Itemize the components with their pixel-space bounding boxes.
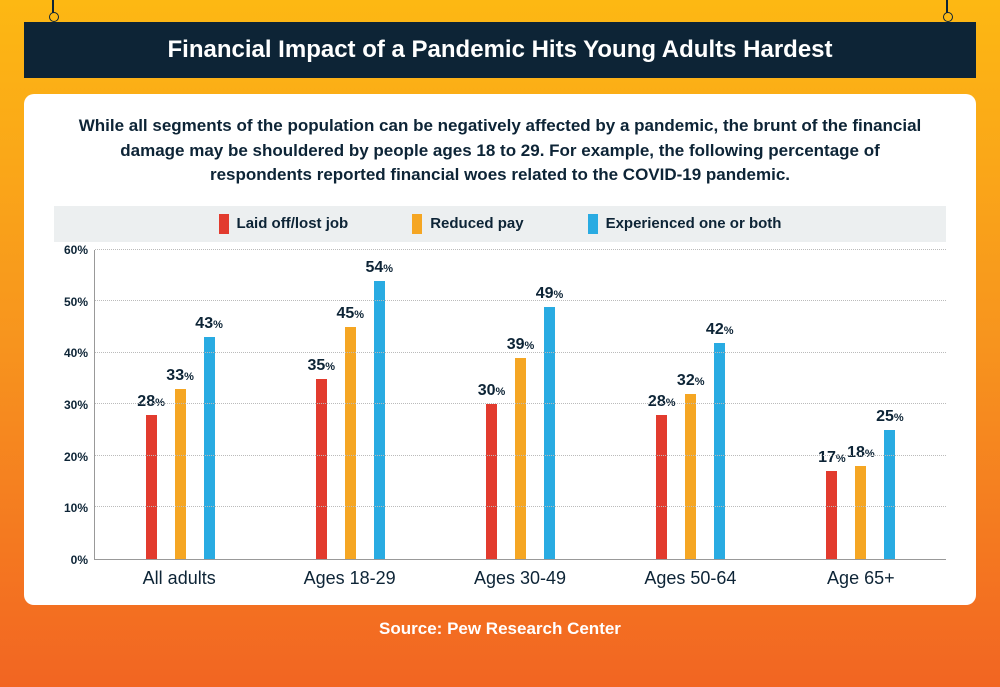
bar-group: 35% 45% 54% bbox=[265, 250, 435, 559]
bar: 28% bbox=[656, 415, 667, 559]
bar: 43% bbox=[204, 337, 215, 558]
bar-value-label: 33% bbox=[166, 367, 194, 385]
bar-value-label: 43% bbox=[195, 315, 223, 333]
x-axis-labels: All adultsAges 18-29Ages 30-49Ages 50-64… bbox=[94, 560, 946, 589]
legend-swatch bbox=[412, 214, 422, 234]
legend-swatch bbox=[588, 214, 598, 234]
hangers bbox=[0, 0, 1000, 22]
source-text: Source: Pew Research Center bbox=[24, 619, 976, 639]
bar: 39% bbox=[515, 358, 526, 559]
hanger-left bbox=[52, 0, 54, 18]
bar-value-label: 30% bbox=[478, 382, 506, 400]
bar-value-label: 42% bbox=[706, 321, 734, 339]
bar: 49% bbox=[544, 307, 555, 559]
legend: Laid off/lost job Reduced pay Experienced … bbox=[54, 206, 946, 242]
plot-area: 28%33%43%35%45%54%30%39%49%28%32%42%17%1… bbox=[94, 250, 946, 560]
bar-value-label: 28% bbox=[137, 393, 165, 411]
y-tick: 10% bbox=[64, 501, 88, 515]
grid-line bbox=[95, 249, 946, 250]
subtitle-text: While all segments of the population can… bbox=[70, 114, 930, 188]
grid-line bbox=[95, 455, 946, 456]
x-label: Ages 18-29 bbox=[264, 560, 434, 589]
title-text: Financial Impact of a Pandemic Hits Youn… bbox=[167, 36, 832, 63]
bar: 30% bbox=[486, 404, 497, 559]
bar-value-label: 28% bbox=[648, 393, 676, 411]
x-label: Ages 30-49 bbox=[435, 560, 605, 589]
legend-item: Reduced pay bbox=[412, 214, 523, 234]
bar-value-label: 18% bbox=[847, 444, 875, 462]
bar: 42% bbox=[714, 343, 725, 559]
title-bar: Financial Impact of a Pandemic Hits Youn… bbox=[24, 22, 976, 78]
bar-chart: 0%10%20%30%40%50%60% 28%33%43%35%45%54%3… bbox=[54, 250, 946, 560]
bar-group: 28%32%42% bbox=[606, 250, 776, 559]
bar: 35% bbox=[316, 379, 327, 559]
legend-label: Experienced one or both bbox=[606, 215, 782, 232]
y-axis: 0%10%20%30%40%50%60% bbox=[54, 250, 94, 560]
bar-value-label: 17% bbox=[818, 449, 846, 467]
legend-item: Experienced one or both bbox=[588, 214, 782, 234]
bar-group: 28%33%43% bbox=[95, 250, 265, 559]
x-label: Ages 50-64 bbox=[605, 560, 775, 589]
legend-label: Laid off/lost job bbox=[237, 215, 349, 232]
x-label: Age 65+ bbox=[776, 560, 946, 589]
bar-group: 30% 39% 49% bbox=[435, 250, 605, 559]
y-tick: 0% bbox=[71, 553, 88, 567]
bar: 28% bbox=[146, 415, 157, 559]
hanger-right bbox=[946, 0, 948, 18]
grid-line bbox=[95, 300, 946, 301]
content-card: While all segments of the population can… bbox=[24, 94, 976, 605]
y-tick: 50% bbox=[64, 295, 88, 309]
bar: 17% bbox=[826, 471, 837, 559]
bar-group: 17%18%25% bbox=[776, 250, 946, 559]
bar: 25% bbox=[884, 430, 895, 559]
bar-value-label: 54% bbox=[366, 259, 394, 277]
y-tick: 40% bbox=[64, 346, 88, 360]
legend-swatch bbox=[219, 214, 229, 234]
bar: 32% bbox=[685, 394, 696, 559]
y-tick: 20% bbox=[64, 450, 88, 464]
grid-line bbox=[95, 352, 946, 353]
y-tick: 60% bbox=[64, 243, 88, 257]
bar: 33% bbox=[175, 389, 186, 559]
bar-value-label: 25% bbox=[876, 408, 904, 426]
infographic-frame: Financial Impact of a Pandemic Hits Youn… bbox=[0, 0, 1000, 687]
bar: 45% bbox=[345, 327, 356, 559]
y-tick: 30% bbox=[64, 398, 88, 412]
bar-value-label: 45% bbox=[337, 305, 365, 323]
x-label: All adults bbox=[94, 560, 264, 589]
bar-value-label: 35% bbox=[308, 357, 336, 375]
grid-line bbox=[95, 506, 946, 507]
grid-line bbox=[95, 403, 946, 404]
bar-value-label: 32% bbox=[677, 372, 705, 390]
bar: 18% bbox=[855, 466, 866, 559]
bar-groups: 28%33%43%35%45%54%30%39%49%28%32%42%17%1… bbox=[95, 250, 946, 559]
legend-label: Reduced pay bbox=[430, 215, 523, 232]
legend-item: Laid off/lost job bbox=[219, 214, 349, 234]
bar: 54% bbox=[374, 281, 385, 559]
